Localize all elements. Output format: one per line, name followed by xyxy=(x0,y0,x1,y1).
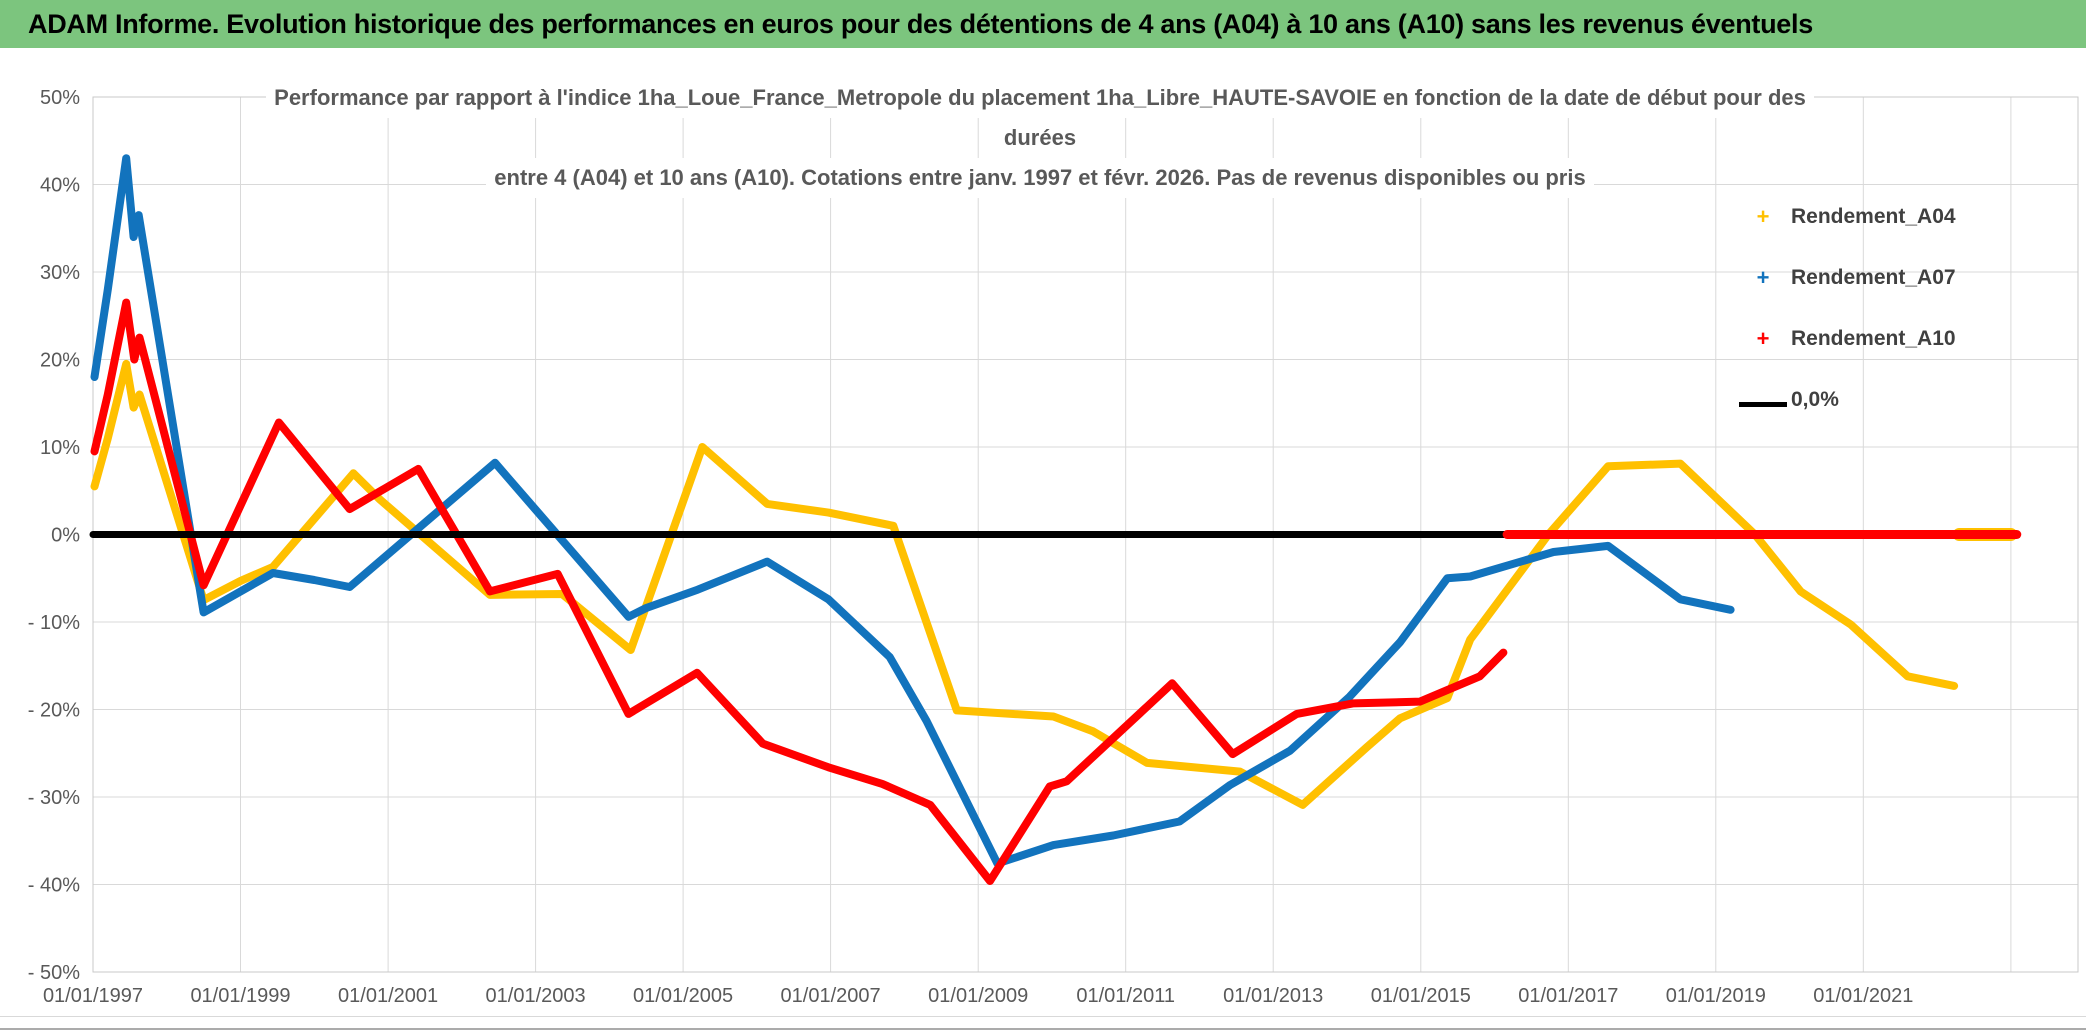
svg-text:- 20%: - 20% xyxy=(28,700,80,722)
svg-text:01/01/1999: 01/01/1999 xyxy=(190,985,290,1007)
legend-item-a07[interactable]: + Rendement_A07 xyxy=(1736,247,2066,308)
line-marker-icon xyxy=(1736,389,1790,411)
svg-text:01/01/2005: 01/01/2005 xyxy=(633,985,733,1007)
svg-text:01/01/2021: 01/01/2021 xyxy=(1813,985,1913,1007)
svg-text:01/01/2017: 01/01/2017 xyxy=(1518,985,1618,1007)
legend-label: Rendement_A10 xyxy=(1791,326,1956,350)
bottom-edge-line xyxy=(0,1028,2086,1030)
svg-text:- 50%: - 50% xyxy=(28,962,80,984)
svg-text:01/01/2015: 01/01/2015 xyxy=(1371,985,1471,1007)
legend-label: Rendement_A04 xyxy=(1791,204,1956,228)
svg-text:01/01/2013: 01/01/2013 xyxy=(1223,985,1323,1007)
chart-area: 50% 40% 30% 20% 10% 0% - 10% - 20% - 30% - 40% - 5… xyxy=(0,48,2086,1031)
legend-item-a04[interactable]: + Rendement_A04 xyxy=(1736,186,2066,247)
bottom-divider xyxy=(0,1016,2086,1017)
svg-text:01/01/2011: 01/01/2011 xyxy=(1076,985,1175,1007)
banner-title: ADAM Informe. Evolution historique des p… xyxy=(0,0,2086,48)
svg-text:10%: 10% xyxy=(40,437,80,459)
svg-text:- 40%: - 40% xyxy=(28,875,80,897)
svg-text:- 30%: - 30% xyxy=(28,787,80,809)
plus-marker-icon: + xyxy=(1756,203,1770,229)
svg-text:0%: 0% xyxy=(51,525,80,547)
chart-title-line-1: Performance par rapport à l'indice 1ha_L… xyxy=(180,78,1900,118)
svg-text:01/01/2007: 01/01/2007 xyxy=(781,985,881,1007)
svg-text:01/01/2001: 01/01/2001 xyxy=(338,985,438,1007)
svg-text:30%: 30% xyxy=(40,262,80,284)
svg-text:01/01/2003: 01/01/2003 xyxy=(486,985,586,1007)
svg-text:01/01/2009: 01/01/2009 xyxy=(928,985,1028,1007)
chart-title-line-3: entre 4 (A04) et 10 ans (A10). Cotations… xyxy=(180,158,1900,198)
plus-marker-icon: + xyxy=(1756,325,1770,351)
legend-item-zero-line[interactable]: 0,0% xyxy=(1736,369,2066,430)
chart-title: Performance par rapport à l'indice 1ha_L… xyxy=(180,78,1900,198)
legend-label: 0,0% xyxy=(1791,387,1839,411)
svg-text:01/01/2019: 01/01/2019 xyxy=(1666,985,1766,1007)
legend-label: Rendement_A07 xyxy=(1791,265,1956,289)
svg-text:40%: 40% xyxy=(40,175,80,197)
svg-text:01/01/1997: 01/01/1997 xyxy=(43,985,143,1007)
plus-marker-icon: + xyxy=(1756,264,1770,290)
svg-text:20%: 20% xyxy=(40,350,80,372)
legend-item-a10[interactable]: + Rendement_A10 xyxy=(1736,308,2066,369)
chart-legend: + Rendement_A04 + Rendement_A07 + Rendem… xyxy=(1736,186,2066,430)
chart-title-line-2: durées xyxy=(180,118,1900,158)
svg-text:50%: 50% xyxy=(40,87,80,109)
svg-text:- 10%: - 10% xyxy=(28,612,80,634)
